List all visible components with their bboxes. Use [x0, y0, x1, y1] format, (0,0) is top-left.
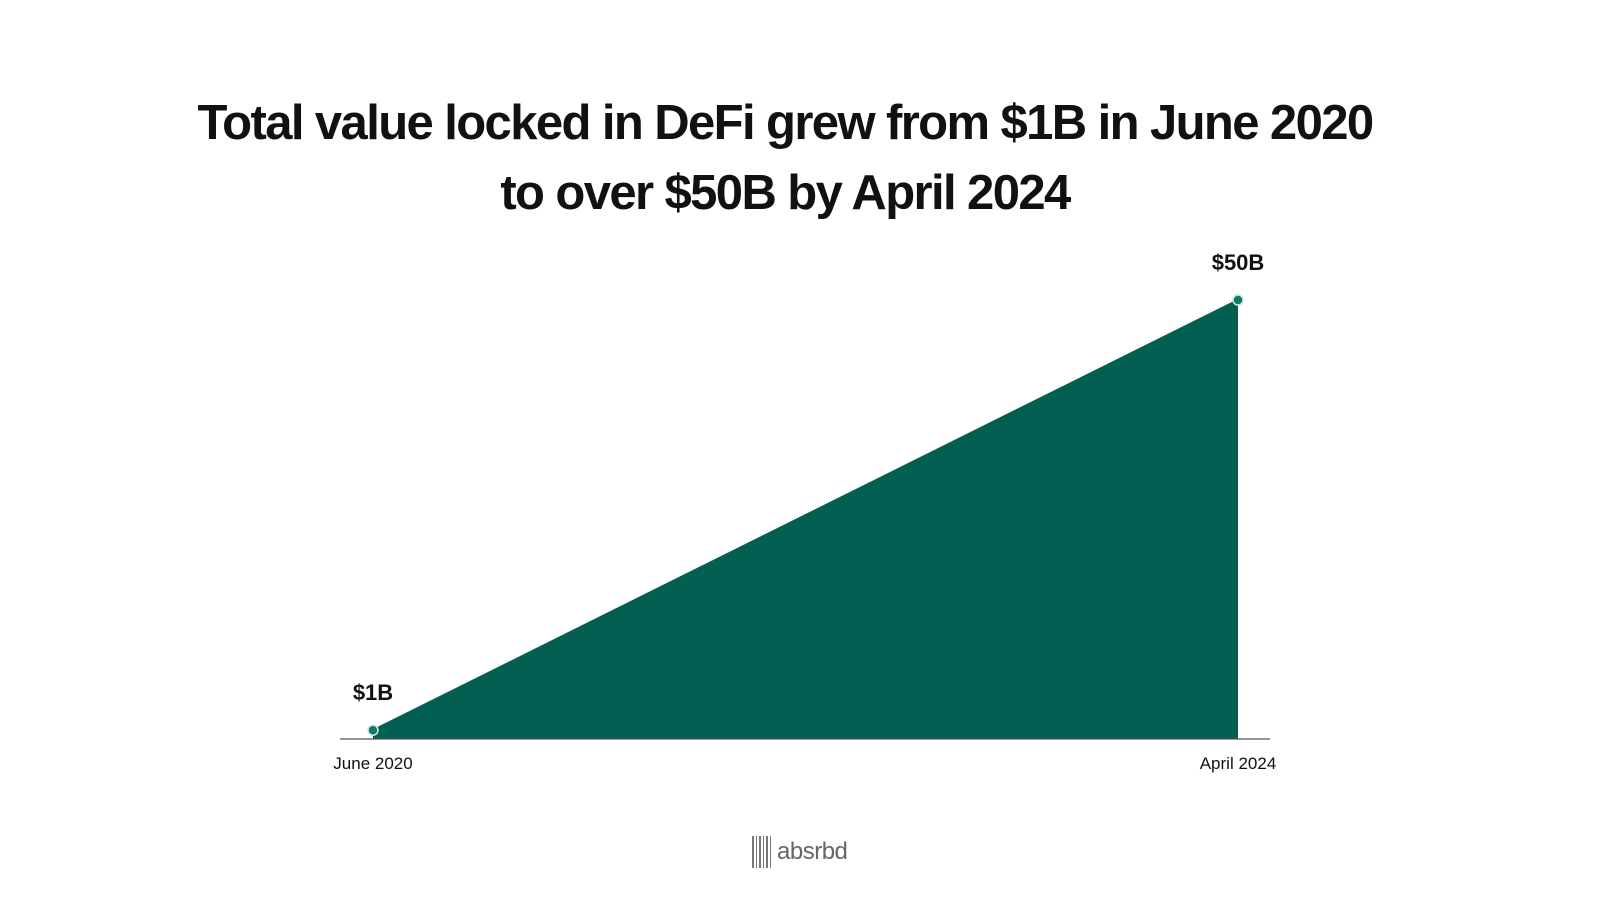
- data-label: $50B: [1212, 250, 1265, 275]
- x-tick-label: June 2020: [333, 754, 412, 773]
- data-point: [1232, 294, 1244, 306]
- chart-title: Total value locked in DeFi grew from $1B…: [0, 88, 1570, 228]
- brand-name: absrbd: [777, 838, 848, 865]
- barcode-bars-icon: [752, 836, 773, 868]
- series-line: [372, 299, 1239, 732]
- x-tick-label: April 2024: [1200, 754, 1277, 773]
- plot-area: $1B June 2020 $50B April 2024: [333, 250, 1276, 773]
- area-fill: [373, 300, 1238, 739]
- chart-title-line-1: Total value locked in DeFi grew from $1B…: [197, 96, 1374, 150]
- data-label: $1B: [353, 680, 393, 705]
- data-point: [367, 724, 379, 736]
- chart-title-line-2: to over $50B by April 2024: [500, 166, 1071, 220]
- brand-logo: absrbd: [752, 836, 848, 868]
